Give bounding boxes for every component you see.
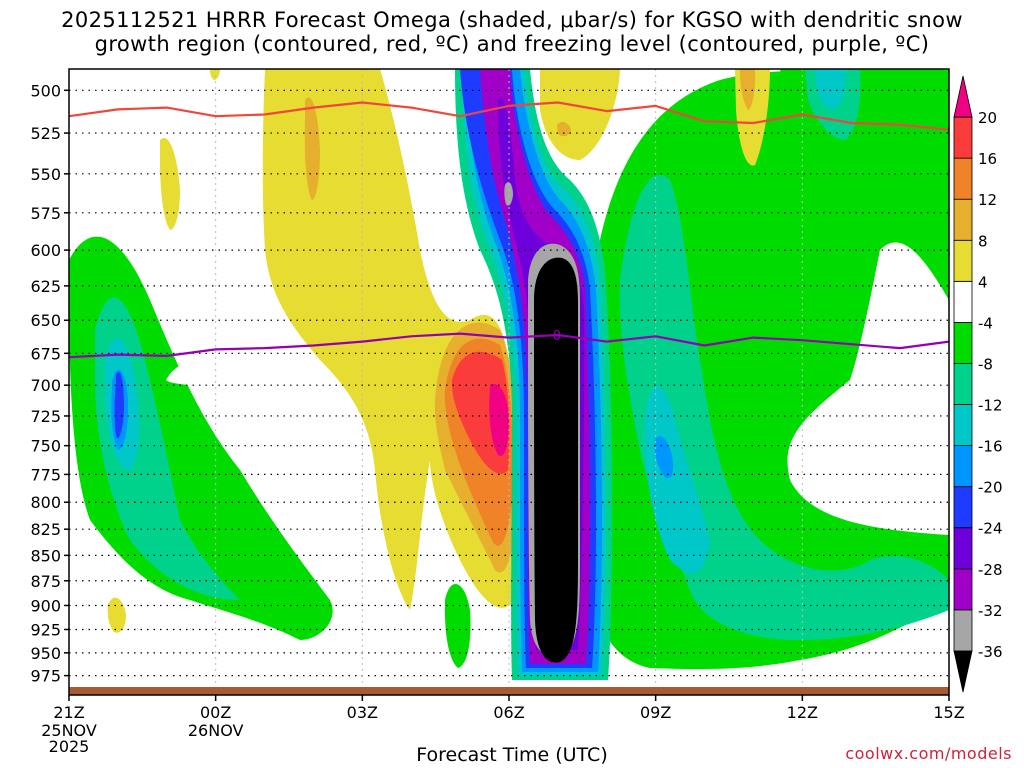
colorbar-label: 8 bbox=[978, 232, 988, 250]
colorbar-label: -4 bbox=[978, 314, 993, 332]
colorbar-swatch bbox=[953, 609, 973, 652]
omega-shade-green-topright bbox=[780, 69, 949, 300]
terrain-bar bbox=[69, 687, 949, 695]
colorbar-swatch bbox=[953, 568, 973, 611]
x-tick-label: 06Z bbox=[493, 703, 524, 722]
x-tick-label: 09Z bbox=[640, 703, 671, 722]
omega-shading bbox=[69, 69, 949, 689]
omega-shade-yellow-left-top bbox=[160, 138, 180, 230]
colorbar-swatch bbox=[953, 75, 973, 118]
y-tick-label: 550 bbox=[30, 165, 61, 184]
omega-shade-darkblue-left bbox=[114, 371, 124, 439]
colorbar-label: -20 bbox=[978, 479, 1003, 497]
colorbar-swatch bbox=[953, 486, 973, 529]
credit-text[interactable]: coolwx.com/models bbox=[845, 744, 1012, 763]
x-axis-label: Forecast Time (UTC) bbox=[416, 744, 608, 766]
omega-shade-cyan-topright bbox=[815, 69, 846, 110]
omega-shade-black-core bbox=[534, 257, 578, 663]
omega-shade-white-left bbox=[166, 356, 231, 387]
x-tick-label: 15Z bbox=[933, 703, 964, 722]
omega-shade-yellow-upper-center bbox=[540, 69, 620, 160]
colorbar-swatch bbox=[953, 650, 973, 693]
y-tick-label: 850 bbox=[30, 546, 61, 565]
omega-shade-orange-2 bbox=[740, 69, 756, 110]
colorbar-swatch bbox=[953, 157, 973, 200]
colorbar-swatch bbox=[953, 198, 973, 241]
omega-shade-green-lower-left bbox=[444, 583, 471, 668]
y-tick-label: 800 bbox=[30, 493, 61, 512]
colorbar-label: -28 bbox=[978, 561, 1003, 579]
pressure-axis: 500 525 550 575 600 625 650 675 700 725 750 775 800 8… bbox=[30, 81, 69, 686]
colorbar-label: 12 bbox=[978, 191, 997, 209]
colorbar-label: -24 bbox=[978, 520, 1003, 538]
omega-colorbar: -36 -32 -28 -24 -20 -16 -12 -8 -4 4 8 12 16 20 bbox=[953, 75, 1003, 693]
y-tick-label: 725 bbox=[30, 407, 61, 426]
colorbar-label: -8 bbox=[978, 355, 993, 373]
colorbar-label: -32 bbox=[978, 602, 1003, 620]
y-tick-label: 950 bbox=[30, 644, 61, 663]
x-tick-date: 25NOV bbox=[41, 721, 97, 740]
y-tick-label: 500 bbox=[30, 81, 61, 100]
x-tick-date: 26NOV bbox=[188, 721, 244, 740]
y-tick-label: 825 bbox=[30, 520, 61, 539]
omega-shade-yellow-bottom-left bbox=[107, 597, 126, 633]
x-tick-label: 03Z bbox=[347, 703, 378, 722]
chart-title-line-1: 2025112521 HRRR Forecast Omega (shaded, … bbox=[61, 8, 963, 32]
colorbar-swatch bbox=[953, 445, 973, 488]
y-tick-label: 625 bbox=[30, 277, 61, 296]
colorbar-swatch bbox=[953, 527, 973, 570]
dendritic-snow-growth-region-contour bbox=[68, 101, 950, 131]
y-tick-label: 775 bbox=[30, 465, 61, 484]
omega-shade-yellow-topleft-dot bbox=[210, 69, 220, 80]
y-tick-label: 900 bbox=[30, 596, 61, 615]
omega-shade-blue-right bbox=[654, 435, 674, 479]
colorbar-label: -36 bbox=[978, 643, 1003, 661]
y-tick-label: 750 bbox=[30, 437, 61, 456]
y-tick-label: 600 bbox=[30, 241, 61, 260]
colorbar-swatch bbox=[953, 239, 973, 282]
y-tick-label: 700 bbox=[30, 376, 61, 395]
y-tick-label: 650 bbox=[30, 311, 61, 330]
omega-shade-cyan-right bbox=[645, 386, 710, 574]
x-tick-year: 2025 bbox=[49, 737, 90, 756]
colorbar-swatch bbox=[953, 404, 973, 446]
freezing-level-contour bbox=[68, 332, 950, 359]
colorbar-label: 16 bbox=[978, 150, 997, 168]
colorbar-swatch bbox=[953, 321, 973, 364]
x-tick-label: 12Z bbox=[787, 703, 818, 722]
chart-title-line-2: growth region (contoured, red, ºC) and f… bbox=[94, 32, 930, 56]
freezing-level-label: 0 bbox=[553, 329, 561, 344]
colorbar-label: -16 bbox=[978, 438, 1003, 456]
colorbar-label: -12 bbox=[978, 397, 1003, 415]
omega-shade-magenta-core bbox=[489, 384, 509, 456]
colorbar-swatch bbox=[953, 363, 973, 405]
colorbar-label: 20 bbox=[978, 109, 997, 127]
colorbar-label: 4 bbox=[978, 273, 988, 291]
y-tick-label: 675 bbox=[30, 344, 61, 363]
y-tick-label: 575 bbox=[30, 204, 61, 223]
x-tick-label: 21Z bbox=[53, 703, 84, 722]
omega-shade-grey-small bbox=[504, 182, 513, 206]
y-tick-label: 975 bbox=[30, 667, 61, 686]
colorbar-swatch bbox=[953, 280, 973, 323]
y-tick-label: 925 bbox=[30, 620, 61, 639]
x-tick-label: 00Z bbox=[200, 703, 231, 722]
colorbar-swatch bbox=[953, 116, 973, 159]
contour-lines: 0 bbox=[68, 101, 950, 359]
omega-shade-orange-3 bbox=[557, 121, 571, 137]
y-tick-label: 875 bbox=[30, 572, 61, 591]
y-tick-label: 525 bbox=[30, 124, 61, 143]
